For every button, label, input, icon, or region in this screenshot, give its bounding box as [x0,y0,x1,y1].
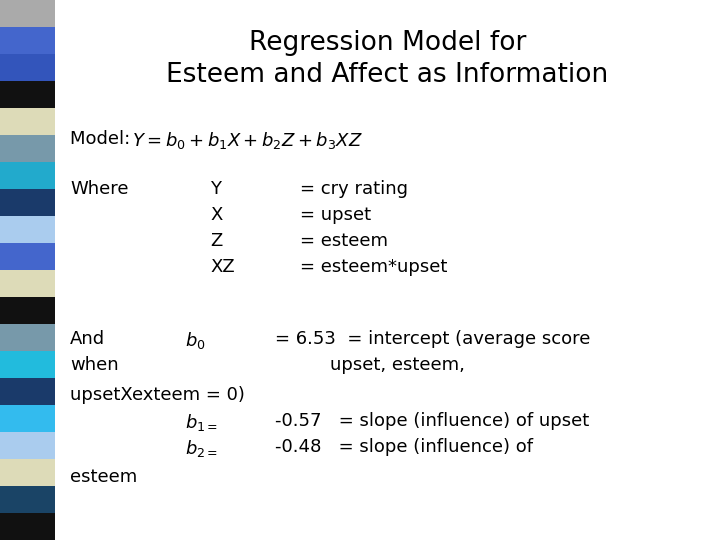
Bar [0,27,55,54]
Text: $b_{1=}$: $b_{1=}$ [185,412,218,433]
Bar [0,405,55,432]
Bar [0,81,55,108]
Text: $Y = b_0 + b_1X + b_2Z + b_3XZ$: $Y = b_0 + b_1X + b_2Z + b_3XZ$ [132,130,363,151]
Text: upsetXexteem = 0): upsetXexteem = 0) [70,386,245,404]
Bar [0,351,55,378]
Bar [0,513,55,540]
Bar [0,54,55,81]
Bar [0,108,55,135]
Bar [0,0,55,27]
Text: esteem: esteem [70,468,138,486]
Text: -0.48   = slope (influence) of: -0.48 = slope (influence) of [275,438,533,456]
Text: = cry rating: = cry rating [300,180,408,198]
Bar [0,270,55,297]
Text: XZ: XZ [210,258,235,276]
Text: -0.57   = slope (influence) of upset: -0.57 = slope (influence) of upset [275,412,589,430]
Bar [0,432,55,459]
Bar [0,378,55,405]
Text: Regression Model for: Regression Model for [249,30,526,56]
Text: Esteem and Affect as Information: Esteem and Affect as Information [166,62,608,88]
Text: = esteem*upset: = esteem*upset [300,258,447,276]
Text: when: when [70,356,119,374]
Bar [0,243,55,270]
Bar [0,324,55,351]
Text: = upset: = upset [300,206,371,224]
Text: upset, esteem,: upset, esteem, [330,356,465,374]
Bar [0,486,55,513]
Bar [0,162,55,189]
Bar [0,297,55,324]
Text: Model:: Model: [70,130,142,148]
Bar [0,459,55,486]
Text: $b_{2=}$: $b_{2=}$ [185,438,218,459]
Text: And: And [70,330,105,348]
Text: Y: Y [210,180,221,198]
Text: Z: Z [210,232,222,250]
Text: $b_0$: $b_0$ [185,330,206,351]
Text: = esteem: = esteem [300,232,388,250]
Text: X: X [210,206,222,224]
Text: Where: Where [70,180,128,198]
Bar [0,135,55,162]
Bar [0,189,55,216]
Bar [0,216,55,243]
Text: = 6.53  = intercept (average score: = 6.53 = intercept (average score [275,330,590,348]
